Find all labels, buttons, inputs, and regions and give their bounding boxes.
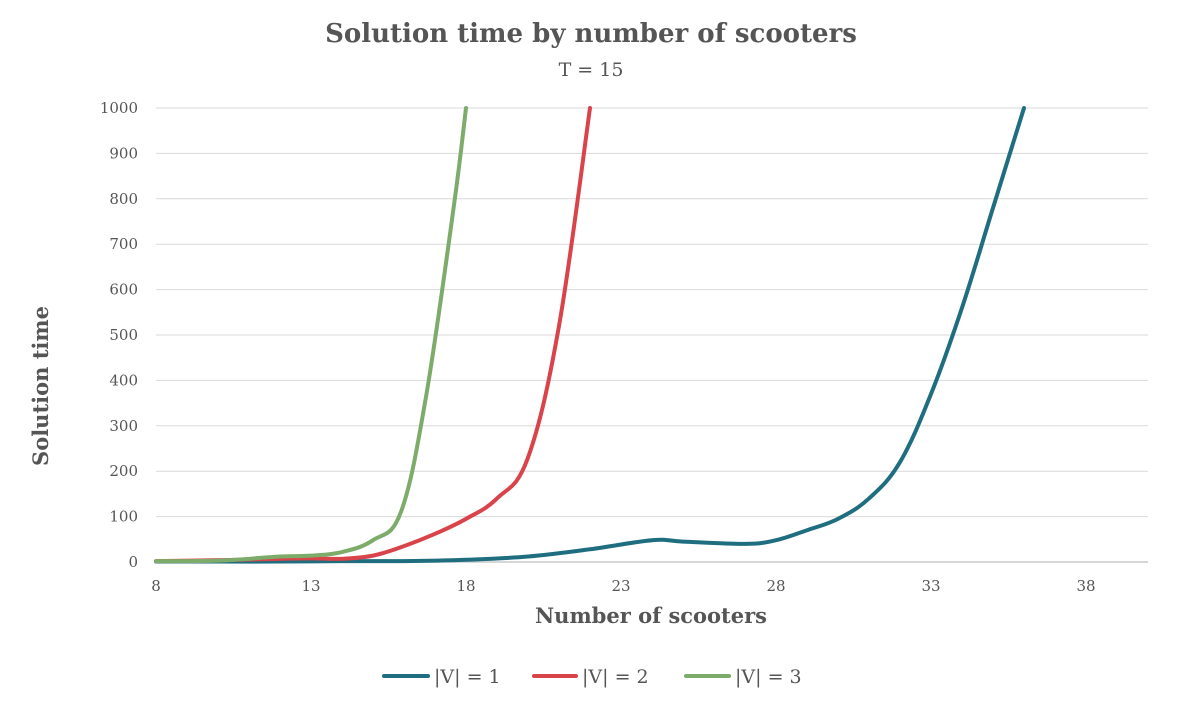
legend-item-3: |V| = 3 bbox=[684, 666, 802, 688]
y-tick-label: 900 bbox=[109, 144, 138, 162]
legend-label: |V| = 1 bbox=[434, 666, 501, 688]
y-tick-label: 800 bbox=[109, 190, 138, 208]
y-tick-label: 600 bbox=[109, 281, 138, 299]
x-tick-labels: 8 13 18 23 28 33 38 bbox=[151, 577, 1095, 595]
x-tick-label: 13 bbox=[301, 577, 320, 595]
x-tick-label: 38 bbox=[1076, 577, 1095, 595]
y-tick-label: 300 bbox=[109, 417, 138, 435]
y-axis-title: Solution time bbox=[28, 306, 53, 466]
legend-item-1: |V| = 1 bbox=[382, 666, 501, 688]
series-line-1 bbox=[154, 106, 1026, 564]
chart-subtitle: T = 15 bbox=[559, 59, 624, 81]
x-tick-label: 23 bbox=[611, 577, 630, 595]
series-line-3 bbox=[154, 106, 468, 564]
legend-item-2: |V| = 2 bbox=[532, 666, 649, 688]
y-tick-labels: 0 100 200 300 400 500 600 700 800 900 1000 bbox=[100, 99, 138, 571]
series-layer bbox=[154, 106, 1026, 564]
x-tick-label: 28 bbox=[766, 577, 785, 595]
x-tick-label: 33 bbox=[921, 577, 940, 595]
y-tick-label: 1000 bbox=[100, 99, 138, 117]
legend-label: |V| = 3 bbox=[735, 666, 802, 688]
series-line-2 bbox=[154, 106, 592, 564]
chart-title: Solution time by number of scooters bbox=[325, 19, 857, 49]
grid-layer bbox=[156, 107, 1148, 563]
y-tick-label: 500 bbox=[109, 326, 138, 344]
x-axis-title: Number of scooters bbox=[535, 603, 767, 628]
x-tick-label: 18 bbox=[456, 577, 475, 595]
y-tick-label: 700 bbox=[109, 235, 138, 253]
legend: |V| = 1 |V| = 2 |V| = 3 bbox=[382, 666, 802, 688]
legend-label: |V| = 2 bbox=[582, 666, 649, 688]
y-tick-label: 400 bbox=[109, 371, 138, 389]
y-tick-label: 0 bbox=[128, 553, 138, 571]
y-tick-label: 100 bbox=[109, 508, 138, 526]
y-tick-label: 200 bbox=[109, 462, 138, 480]
x-tick-label: 8 bbox=[151, 577, 161, 595]
